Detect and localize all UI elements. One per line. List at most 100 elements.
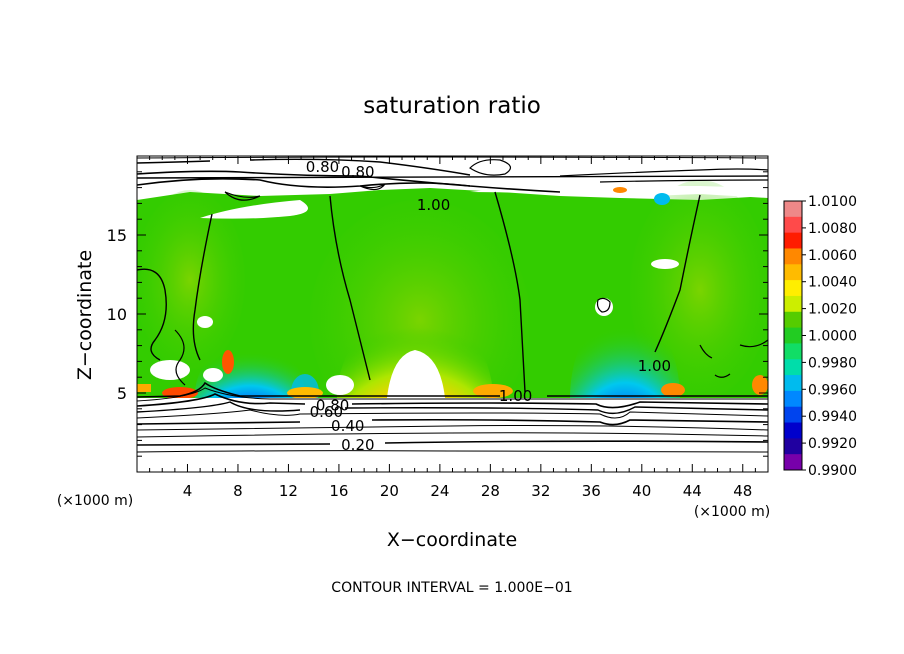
contour-100-center-right xyxy=(494,191,526,393)
contour-label-5: 0.80 xyxy=(316,397,349,415)
x-tick-label-1: 8 xyxy=(233,482,243,500)
chart-title: saturation ratio xyxy=(363,93,541,119)
plume-clear-core xyxy=(387,350,445,398)
contour-100-upper xyxy=(137,177,561,193)
contour-100-base xyxy=(137,381,768,398)
x-tick-label-6: 28 xyxy=(481,482,500,500)
clear-patch-right-1 xyxy=(595,298,613,316)
colorbar-segment-8 xyxy=(784,327,802,344)
contour-080-upper-2 xyxy=(137,175,768,179)
x-tick-label-2: 12 xyxy=(279,482,298,500)
contour-100-ring-right xyxy=(596,297,611,313)
x-tick-label-5: 24 xyxy=(430,482,449,500)
contour-label-4: 1.00 xyxy=(638,357,671,375)
contour-near-surface-2 xyxy=(137,432,768,438)
contour-060 xyxy=(137,401,768,415)
contour-100-right xyxy=(654,194,701,353)
contour-080-low xyxy=(137,393,768,409)
contour-080-upper-1 xyxy=(137,170,471,187)
colorbar-label-1: 1.0080 xyxy=(808,221,857,237)
x-tick-label-7: 32 xyxy=(531,482,550,500)
contour-label-7: 0.40 xyxy=(331,417,364,435)
light-green-zone-left xyxy=(137,190,245,370)
contour-020 xyxy=(137,440,768,446)
colorbar-segment-12 xyxy=(784,390,802,408)
colorbar-label-2: 1.0060 xyxy=(808,248,857,264)
x-unit-label: (×1000 m) xyxy=(694,504,770,520)
colorbar-label-0: 1.0100 xyxy=(808,194,857,210)
y-tick-label-1: 10 xyxy=(107,305,127,324)
colorbar-segment-14 xyxy=(784,422,802,439)
contour-upper-right xyxy=(559,168,768,183)
colorbar-segment-15 xyxy=(784,438,802,455)
colorbar-segment-7 xyxy=(784,311,802,329)
clear-patch-left-2 xyxy=(203,368,223,382)
colorbar-label-7: 0.9960 xyxy=(808,382,857,398)
x-axis: 4 8 12 16 20 24 28 32 36 40 44 48 xyxy=(149,156,756,500)
colorbar-segment-2 xyxy=(784,232,802,249)
colorbar-segment-4 xyxy=(784,264,802,281)
colorbar-label-3: 1.0040 xyxy=(808,275,857,291)
contour-label-3: 1.00 xyxy=(499,387,532,405)
colorbar-label-9: 0.9920 xyxy=(808,436,857,452)
contour-lines xyxy=(137,156,768,453)
contour-100-lower-right xyxy=(699,339,768,378)
x-tick-label-9: 40 xyxy=(632,482,651,500)
contour-100-left-1 xyxy=(192,213,213,361)
clear-patch-right-2 xyxy=(651,259,679,269)
colorbar-label-8: 0.9940 xyxy=(808,409,857,425)
y-tick-label-2: 15 xyxy=(107,226,127,245)
contour-near-surface-5 xyxy=(137,387,768,402)
contour-interval-note: CONTOUR INTERVAL = 1.000E−01 xyxy=(331,580,572,596)
contour-cusp-left xyxy=(224,191,261,201)
y-axis: 5 10 15 xyxy=(107,171,768,457)
x-axis-label: X−coordinate xyxy=(387,529,517,551)
clear-patch-left-1 xyxy=(150,360,190,380)
colorbar-segment-11 xyxy=(784,375,802,392)
clear-patch-left-3 xyxy=(326,375,354,395)
anvil-clear-left xyxy=(200,200,308,219)
x-tick-label-10: 44 xyxy=(683,482,702,500)
contour-labels: 0.80 0.801.001.001.000.800.600.400.20 xyxy=(306,158,671,454)
contour-near-surface-3 xyxy=(137,425,768,431)
clear-patch-left-4 xyxy=(197,316,213,328)
y-tick-label-0: 5 xyxy=(117,384,127,403)
colorbar-segment-5 xyxy=(784,280,802,297)
colorbar-segment-3 xyxy=(784,248,802,265)
colorbar-segment-10 xyxy=(784,359,802,376)
x-tick-label-11: 48 xyxy=(733,482,752,500)
contour-cusp-center xyxy=(359,183,386,191)
x-tick-label-3: 16 xyxy=(329,482,348,500)
contour-label-1: 0.80 xyxy=(341,163,374,181)
warm-spot-d xyxy=(473,384,513,398)
colorbar-label-5: 1.0000 xyxy=(808,329,857,345)
contour-label-2: 1.00 xyxy=(417,196,450,214)
contour-near-surface-1 xyxy=(137,450,768,453)
contour-label-8: 0.20 xyxy=(341,436,374,454)
colorbar-segment-6 xyxy=(784,295,802,313)
contour-upper-ring xyxy=(469,159,511,176)
contour-100-center-left xyxy=(329,195,371,381)
contour-label-6: 0.60 xyxy=(310,403,343,421)
x-tick-label-8: 36 xyxy=(582,482,601,500)
warm-spot-e xyxy=(661,383,685,397)
warm-spot-b xyxy=(222,350,234,374)
colorbar-label-6: 0.9980 xyxy=(808,355,857,371)
contour-upper-top xyxy=(137,156,768,159)
colorbar-segment-0 xyxy=(784,201,802,218)
colorbar: 1.0100 1.0080 1.0060 1.0040 1.0020 1.0000 0.99… xyxy=(783,194,857,479)
y-unit-label: (×1000 m) xyxy=(57,493,133,509)
colorbar-label-10: 0.9900 xyxy=(808,463,857,479)
contour-near-surface-4 xyxy=(137,409,768,419)
x-tick-label-0: 4 xyxy=(183,482,193,500)
plot-area xyxy=(137,156,768,472)
colorbar-label-4: 1.0020 xyxy=(808,302,857,318)
colorbar-segment-13 xyxy=(784,406,802,424)
x-tick-label-4: 20 xyxy=(380,482,399,500)
colorbar-segment-16 xyxy=(784,454,802,471)
colorbar-segment-1 xyxy=(784,216,802,234)
contour-100-left-edge xyxy=(137,268,167,361)
contour-label-0: 0.80 xyxy=(306,158,339,176)
contour-040 xyxy=(137,418,768,426)
